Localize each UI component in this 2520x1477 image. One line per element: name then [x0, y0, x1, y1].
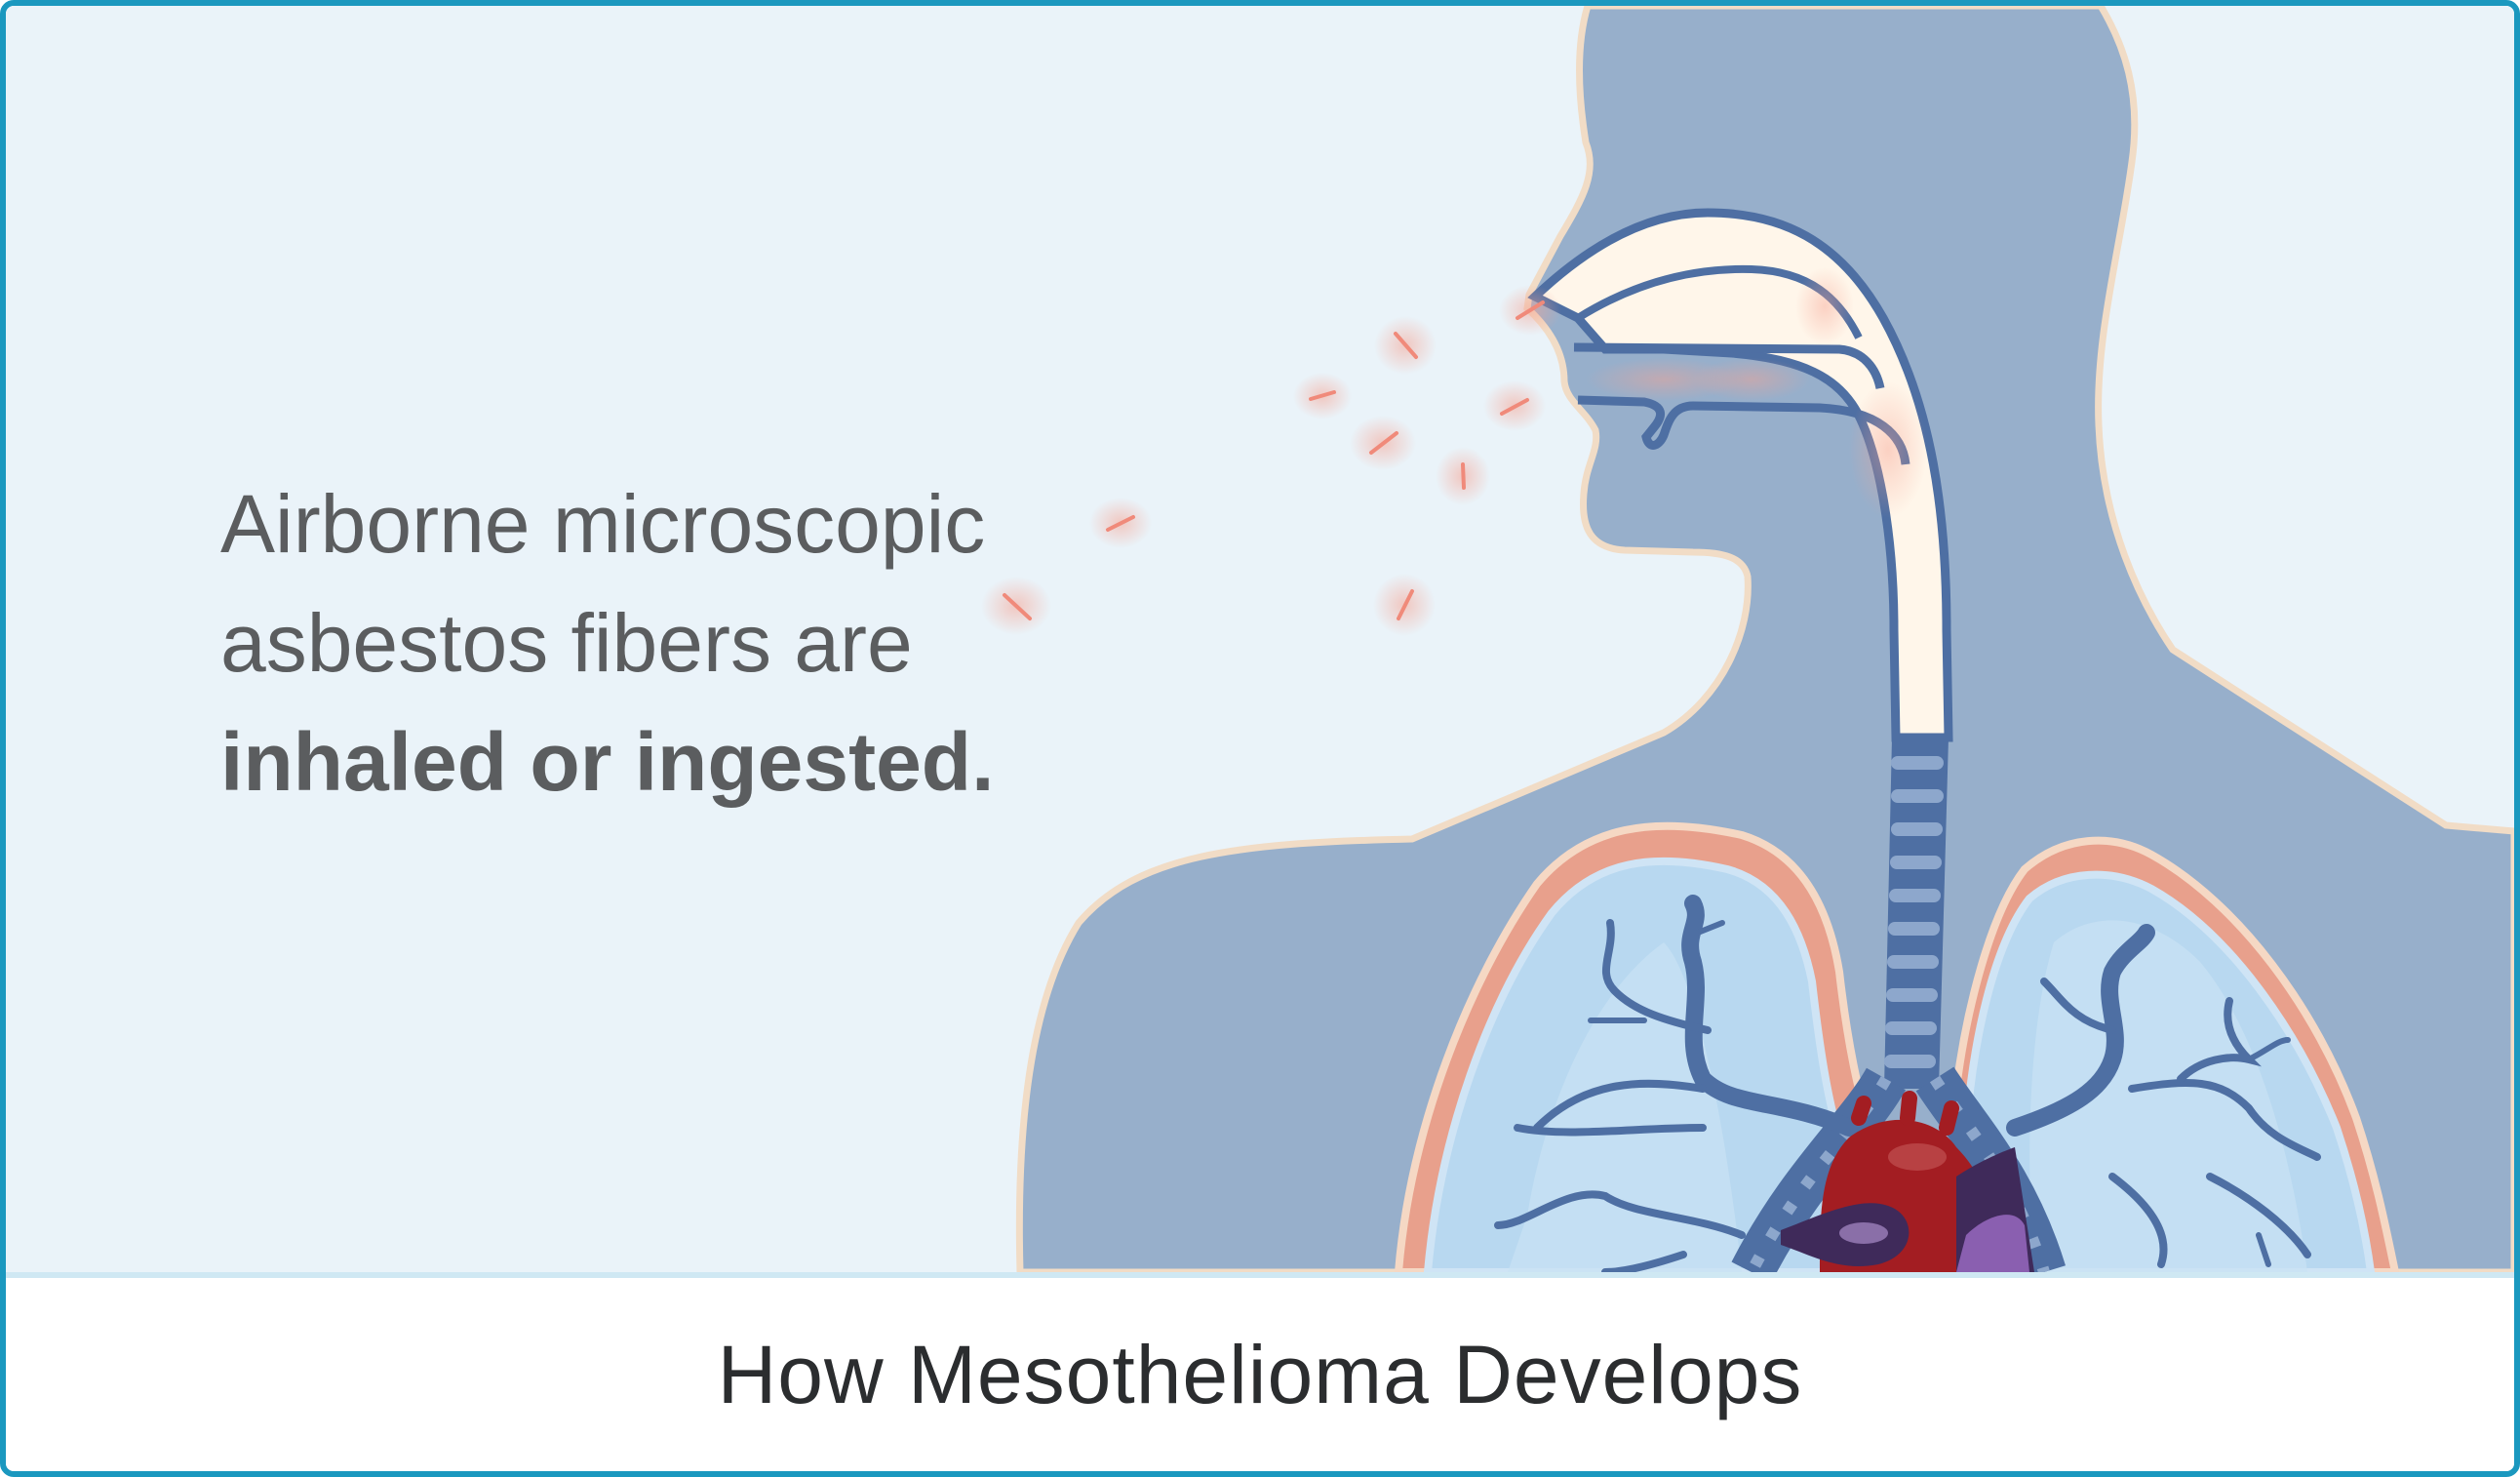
- footer-title: How Mesothelioma Develops: [717, 1328, 1803, 1420]
- fiber-2: [1089, 498, 1152, 548]
- bronchial-tree: [1494, 895, 2321, 1272]
- fiber-5: [1350, 416, 1416, 470]
- respiratory-illustration: [981, 6, 2514, 1272]
- fiber-6: [1436, 447, 1490, 505]
- heart: [1781, 1091, 2034, 1272]
- fiber-7: [1483, 380, 1546, 431]
- caption-line-3-emphasis: inhaled or ingested.: [220, 716, 995, 808]
- fiber-3: [1293, 373, 1352, 419]
- illustration-panel: Airborne microscopic asbestos fibers are…: [6, 6, 2514, 1272]
- caption-line-1: Airborne microscopic: [220, 478, 986, 570]
- footer: How Mesothelioma Develops: [6, 1278, 2514, 1471]
- caption-line-2: asbestos fibers are: [220, 597, 913, 689]
- left-lung: [1394, 821, 1893, 1272]
- fiber-9: [1373, 574, 1436, 636]
- fiber-8: [1499, 285, 1561, 336]
- fiber-4: [1374, 316, 1437, 375]
- fiber-1: [981, 577, 1051, 635]
- right-lung: [1952, 836, 2400, 1272]
- asbestos-fibers: [981, 285, 1561, 636]
- divider: [6, 1272, 2514, 1278]
- illustration-caption: Airborne microscopic asbestos fibers are…: [220, 464, 1098, 821]
- upper-airway: [1527, 208, 1953, 742]
